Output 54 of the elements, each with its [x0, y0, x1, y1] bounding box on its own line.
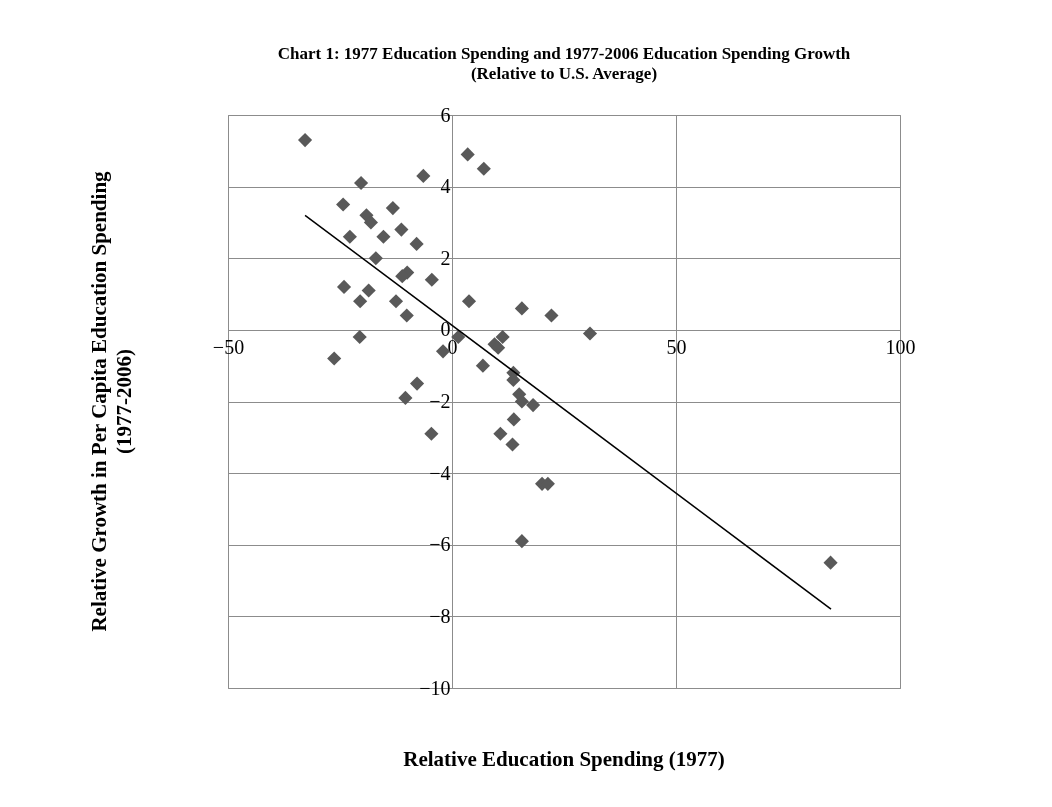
point	[409, 376, 425, 391]
x-tick-label: 100	[885, 336, 916, 359]
point	[526, 398, 541, 413]
y-tick-label: −2	[429, 390, 451, 412]
point	[336, 279, 352, 294]
y-tick-label: 2	[440, 246, 451, 269]
y-tick-label: 6	[440, 103, 451, 126]
y-tick-label: −10	[419, 676, 451, 699]
point	[409, 236, 424, 251]
point	[416, 168, 431, 183]
point	[399, 308, 414, 323]
y-tick-label: −8	[429, 604, 451, 627]
point	[582, 326, 598, 341]
point	[361, 283, 376, 298]
point	[475, 358, 490, 373]
point	[514, 301, 529, 316]
point	[388, 294, 404, 309]
point	[376, 229, 391, 244]
point	[385, 201, 400, 216]
x-tick-label: 50	[666, 336, 687, 359]
point	[398, 390, 413, 405]
point	[368, 251, 383, 266]
point	[461, 294, 477, 309]
point	[514, 534, 529, 549]
y-tick-label: 4	[440, 175, 451, 198]
y-tick-label: −4	[429, 461, 451, 484]
point	[514, 394, 529, 409]
point	[342, 229, 357, 244]
point	[394, 222, 409, 237]
point	[353, 175, 369, 191]
point	[495, 329, 510, 345]
point	[363, 215, 378, 230]
chart-title: Chart 1: 1977 Education Spending and 1977-2006 Education Spending Growth	[277, 44, 851, 63]
point	[353, 294, 368, 309]
x-tick-label: −50	[212, 336, 245, 359]
point	[352, 329, 367, 345]
point	[823, 555, 838, 570]
chart-subtitle: (Relative to U.S. Average)	[470, 64, 658, 83]
point	[424, 272, 439, 287]
point	[506, 412, 521, 427]
point	[491, 340, 506, 355]
point	[460, 147, 475, 162]
point	[327, 351, 342, 366]
point	[297, 133, 313, 148]
point	[424, 426, 439, 441]
point	[493, 426, 508, 441]
x-axis-title: Relative Education Spending (1977)	[403, 747, 725, 771]
point	[544, 308, 559, 323]
point	[476, 161, 491, 176]
y-tick-label: −6	[429, 533, 451, 556]
point	[336, 197, 351, 212]
y-tick-label: 0	[440, 318, 451, 341]
y-axis-title: Relative Growth in Per Capita Education Spending (1977-2006)	[87, 170, 136, 632]
point	[505, 437, 520, 452]
